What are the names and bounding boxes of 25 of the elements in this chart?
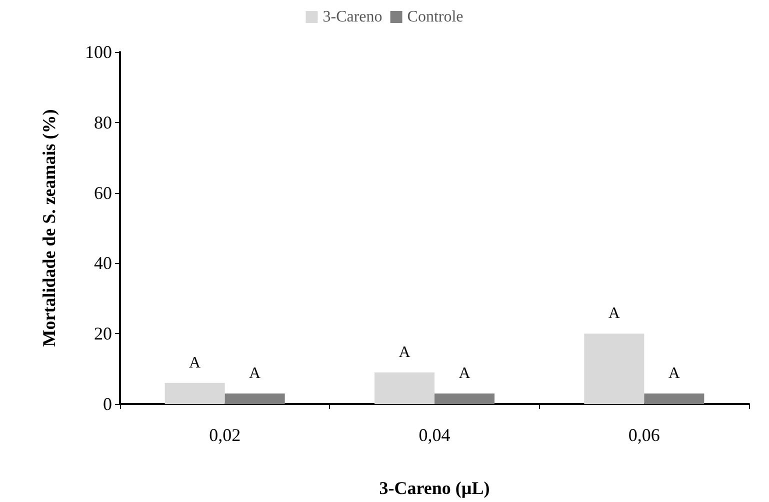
- y-tick-label: 40: [94, 253, 112, 274]
- annotation: A: [249, 364, 262, 382]
- annotation: A: [668, 364, 680, 382]
- legend-label: Controle: [407, 8, 464, 26]
- x-tick-label: 0,06: [628, 425, 660, 445]
- bar: [644, 393, 704, 404]
- y-tick-label: 80: [94, 112, 112, 132]
- x-tick-label: 0,04: [418, 425, 450, 445]
- y-tick-label: 0: [103, 394, 112, 414]
- bar: [374, 372, 434, 404]
- y-axis-title: Mortalidade de S. zeamais (%): [39, 109, 59, 347]
- x-axis-title: 3-Careno (µL): [379, 478, 490, 498]
- legend-label: 3-Careno: [322, 8, 382, 26]
- bar: [434, 393, 494, 404]
- annotation: A: [458, 364, 471, 382]
- y-tick-label: 20: [94, 324, 112, 344]
- bar: [224, 393, 285, 404]
- bar: [164, 382, 225, 404]
- y-tick-label: 60: [94, 182, 112, 203]
- annotation: A: [398, 344, 411, 361]
- annotation: A: [189, 354, 202, 372]
- bar: [584, 334, 644, 404]
- y-tick-label: 100: [85, 42, 112, 62]
- annotation: A: [608, 305, 620, 322]
- x-tick-label: 0,02: [209, 425, 241, 445]
